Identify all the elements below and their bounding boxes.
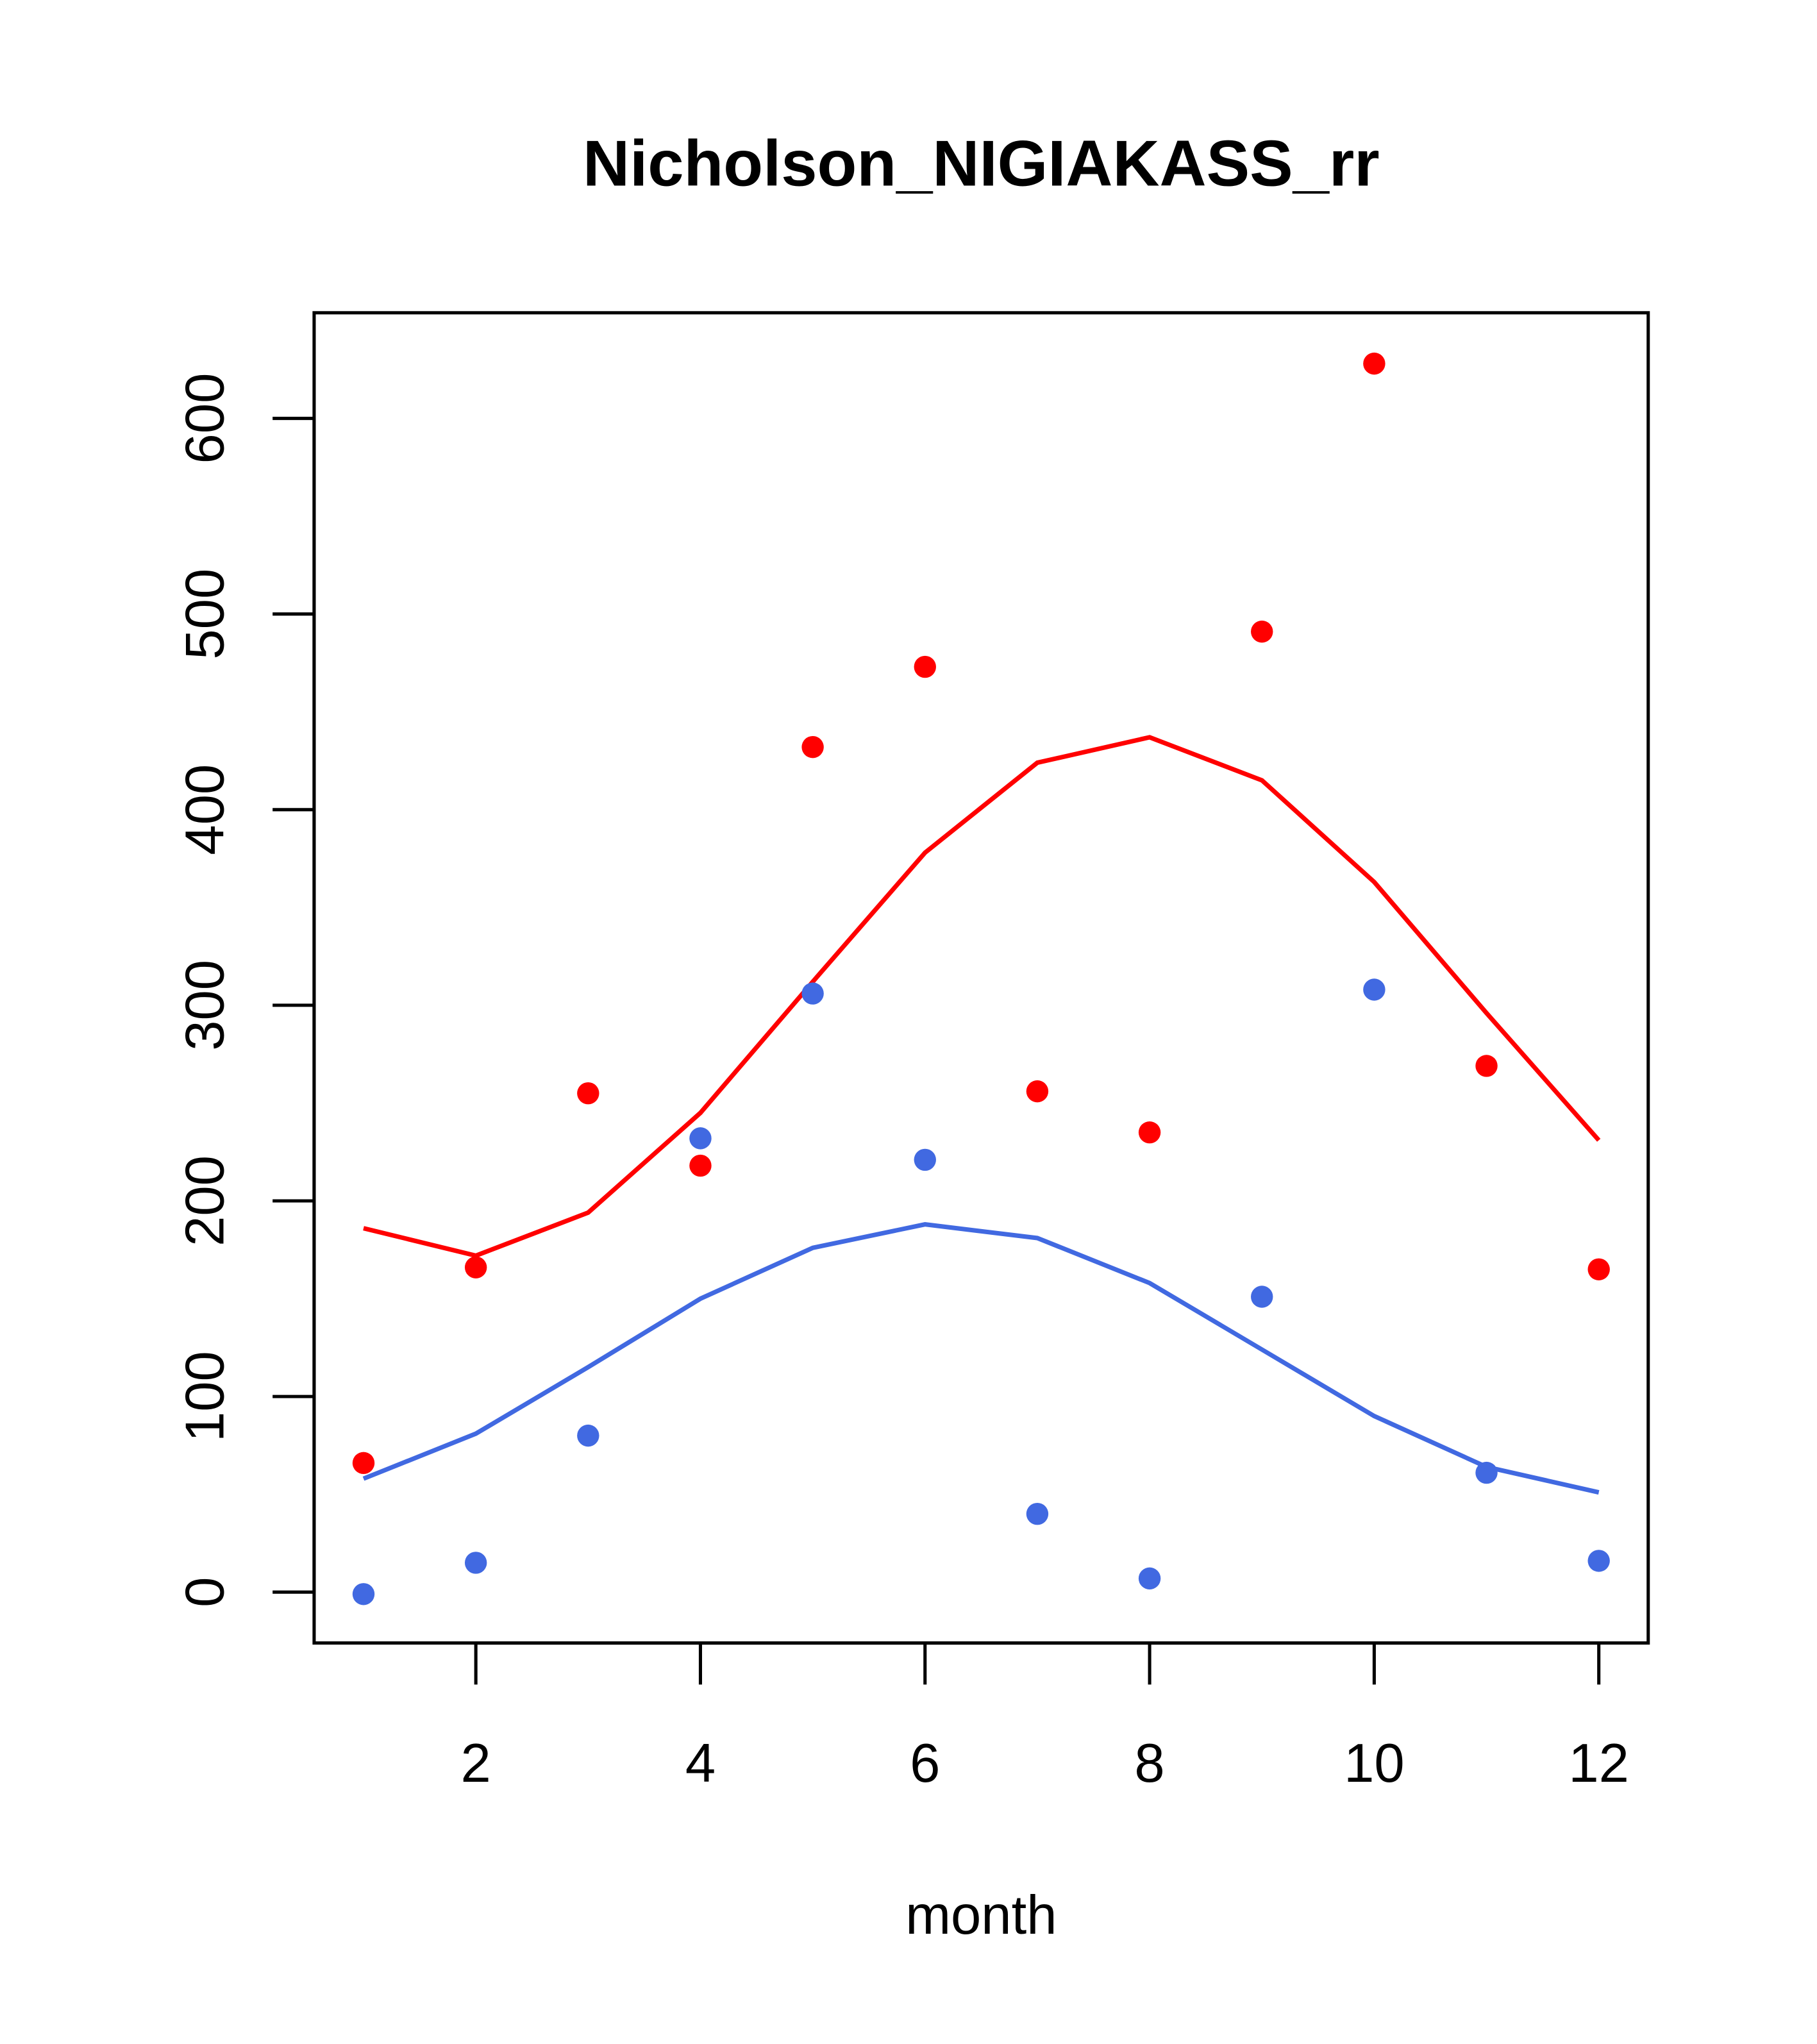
- chart-title: Nicholson_NIGIAKASS_rr: [583, 127, 1380, 199]
- x-axis-label: month: [905, 1885, 1057, 1946]
- red-points-point: [1251, 620, 1273, 643]
- red-line-series: [363, 735, 1601, 1259]
- blue-points-point: [577, 1424, 599, 1447]
- blue-points-point: [1587, 1550, 1610, 1572]
- y-tick-label: 0: [174, 1577, 235, 1607]
- y-tick-label: 300: [174, 960, 235, 1051]
- x-tick-label: 2: [461, 1733, 491, 1794]
- blue-line-series: [362, 1222, 1600, 1495]
- red-points-point: [464, 1256, 487, 1278]
- red-points-point: [1587, 1258, 1610, 1280]
- x-tick-label: 10: [1344, 1733, 1405, 1794]
- x-tick-label: 6: [910, 1733, 940, 1794]
- blue-points-point: [1138, 1567, 1161, 1590]
- y-tick-label: 200: [174, 1155, 235, 1246]
- blue-points-point: [689, 1127, 712, 1150]
- x-tick-label: 4: [685, 1733, 716, 1794]
- red-points-point: [689, 1154, 712, 1177]
- red-points-point: [914, 655, 936, 678]
- x-axis: 2 4 6 8 10 12: [461, 1641, 1629, 1794]
- blue-points-point: [914, 1148, 936, 1171]
- red-points-point: [801, 735, 824, 758]
- blue-points-point: [1251, 1286, 1273, 1308]
- red-points-point: [577, 1082, 599, 1105]
- plot-frame: [312, 311, 1650, 1645]
- blue-points-point: [464, 1552, 487, 1574]
- blue-points-point: [352, 1583, 375, 1605]
- red-points-point: [1138, 1121, 1161, 1144]
- x-tick-label: 8: [1134, 1733, 1164, 1794]
- blue-points-point: [1026, 1502, 1049, 1525]
- red-points-point: [1475, 1055, 1498, 1077]
- red-points-point: [1026, 1080, 1049, 1103]
- blue-points-point: [1363, 978, 1386, 1001]
- red-points-point: [1363, 352, 1386, 375]
- blue-points-point: [801, 982, 824, 1005]
- data-marks: [352, 352, 1610, 1605]
- y-axis: 0 100 200 300 400 500 600: [174, 373, 316, 1607]
- red-points-point: [352, 1452, 375, 1475]
- x-tick-label: 12: [1568, 1733, 1629, 1794]
- y-tick-label: 600: [174, 373, 235, 464]
- y-tick-label: 100: [174, 1351, 235, 1442]
- y-tick-label: 400: [174, 764, 235, 855]
- y-tick-label: 500: [174, 569, 235, 660]
